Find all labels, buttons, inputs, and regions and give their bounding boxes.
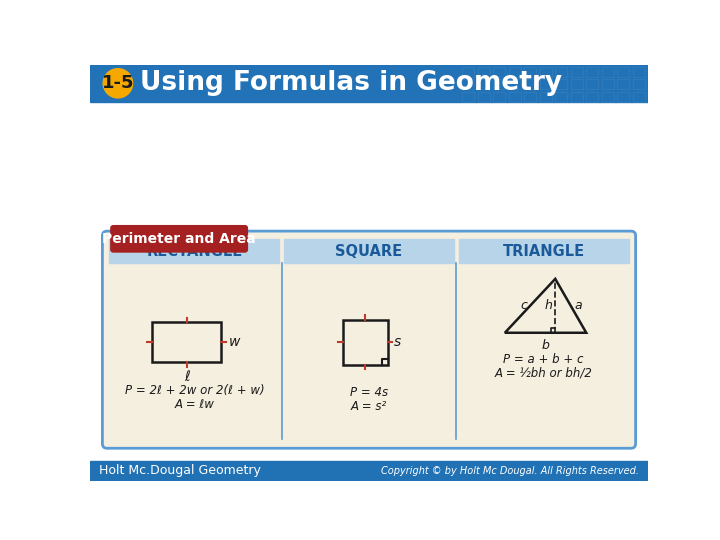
Text: Using Formulas in Geometry: Using Formulas in Geometry: [140, 70, 562, 96]
Bar: [586, 79, 598, 90]
Bar: [477, 92, 490, 102]
Bar: [152, 322, 222, 362]
Bar: [508, 79, 521, 90]
Bar: [601, 67, 614, 77]
Bar: [477, 67, 490, 77]
Bar: [555, 67, 567, 77]
Bar: [343, 320, 387, 365]
Bar: [539, 67, 552, 77]
FancyBboxPatch shape: [102, 231, 636, 448]
Bar: [462, 79, 474, 90]
Text: A = ½bh or bh/2: A = ½bh or bh/2: [495, 367, 593, 380]
Bar: [493, 92, 505, 102]
Bar: [586, 67, 598, 77]
Bar: [284, 239, 454, 264]
Bar: [90, 461, 648, 481]
Bar: [462, 92, 474, 102]
Bar: [508, 92, 521, 102]
Text: c: c: [521, 299, 528, 312]
FancyBboxPatch shape: [110, 225, 248, 253]
Text: b: b: [541, 339, 549, 352]
Text: a: a: [575, 299, 582, 312]
Bar: [617, 67, 629, 77]
Text: ℓ: ℓ: [184, 370, 189, 384]
Bar: [601, 79, 614, 90]
Text: P = a + b + c: P = a + b + c: [503, 353, 584, 366]
Bar: [539, 92, 552, 102]
Text: RECTANGLE: RECTANGLE: [146, 244, 243, 259]
Text: h: h: [544, 299, 552, 312]
Bar: [524, 67, 536, 77]
Text: TRIANGLE: TRIANGLE: [503, 244, 585, 259]
Bar: [570, 92, 583, 102]
Text: SQUARE: SQUARE: [336, 244, 402, 259]
Bar: [459, 239, 629, 264]
Circle shape: [103, 69, 132, 98]
Text: A = s²: A = s²: [351, 400, 387, 413]
Bar: [601, 92, 614, 102]
Bar: [555, 79, 567, 90]
Text: s: s: [394, 335, 401, 349]
Bar: [524, 92, 536, 102]
Bar: [477, 79, 490, 90]
Text: 1-5: 1-5: [102, 75, 134, 92]
Bar: [570, 67, 583, 77]
Bar: [617, 79, 629, 90]
Text: Perimeter and Area: Perimeter and Area: [102, 232, 256, 246]
Bar: [493, 79, 505, 90]
Text: P = 2ℓ + 2w or 2(ℓ + w): P = 2ℓ + 2w or 2(ℓ + w): [125, 384, 264, 397]
Bar: [555, 92, 567, 102]
Text: Copyright © by Holt Mc Dougal. All Rights Reserved.: Copyright © by Holt Mc Dougal. All Right…: [381, 465, 639, 476]
Text: Holt Mc.Dougal Geometry: Holt Mc.Dougal Geometry: [99, 464, 261, 477]
Text: A = ℓw: A = ℓw: [174, 397, 215, 411]
Text: P = 4s: P = 4s: [350, 386, 388, 399]
Bar: [109, 239, 279, 264]
Bar: [539, 79, 552, 90]
Bar: [493, 67, 505, 77]
Bar: [617, 92, 629, 102]
Bar: [570, 79, 583, 90]
Bar: [90, 65, 648, 102]
Bar: [462, 67, 474, 77]
Bar: [586, 92, 598, 102]
Bar: [632, 92, 645, 102]
Bar: [508, 67, 521, 77]
Text: w: w: [229, 335, 240, 349]
Bar: [632, 67, 645, 77]
Bar: [632, 79, 645, 90]
Bar: [524, 79, 536, 90]
